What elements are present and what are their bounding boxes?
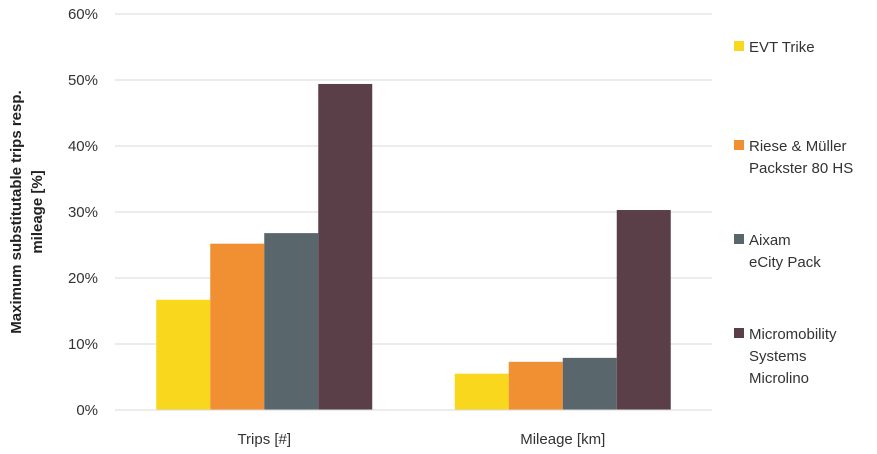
- y-axis-title-line: Maximum substitutable trips resp.: [8, 90, 25, 333]
- bar: [264, 233, 319, 410]
- y-tick-label: 50%: [68, 72, 98, 89]
- y-tick-label: 30%: [68, 204, 98, 221]
- x-axis-tick-labels: Trips [#] Mileage [km]: [237, 431, 605, 448]
- bar: [210, 243, 265, 410]
- legend-label: Packster 80 HS: [749, 160, 853, 177]
- bar: [156, 299, 211, 410]
- y-tick-label: 0%: [76, 402, 98, 419]
- y-tick-label: 10%: [68, 336, 98, 353]
- y-tick-label: 20%: [68, 270, 98, 287]
- y-tick-label: 60%: [68, 6, 98, 23]
- legend-swatch: [734, 234, 744, 244]
- legend-label: Systems: [749, 348, 807, 365]
- x-tick-label: Trips [#]: [237, 431, 291, 448]
- legend-label: Microlino: [749, 370, 809, 387]
- y-axis-title: Maximum substitutable trips resp. mileage…: [8, 90, 46, 333]
- y-tick-label: 40%: [68, 138, 98, 155]
- y-axis-title-line: mileage [%]: [29, 170, 46, 253]
- legend-label: eCity Pack: [749, 254, 821, 271]
- legend-label: Riese & Müller: [749, 138, 847, 155]
- bar: [562, 357, 617, 410]
- bar: [508, 361, 563, 410]
- legend-label: Micromobility: [749, 326, 837, 343]
- legend-label: Aixam: [749, 232, 791, 249]
- bars: [156, 83, 671, 411]
- legend-swatch: [734, 140, 744, 150]
- bar: [318, 83, 373, 411]
- y-axis-tick-labels: 0% 10% 20% 30% 40% 50% 60%: [68, 6, 98, 419]
- legend-swatch: [734, 41, 744, 51]
- x-tick-label: Mileage [km]: [520, 431, 605, 448]
- legend-label: EVT Trike: [749, 39, 815, 56]
- legend: EVT Trike Riese & Müller Packster 80 HS Aix…: [734, 39, 853, 387]
- bar: [454, 373, 509, 410]
- legend-swatch: [734, 328, 744, 338]
- bar: [616, 210, 671, 410]
